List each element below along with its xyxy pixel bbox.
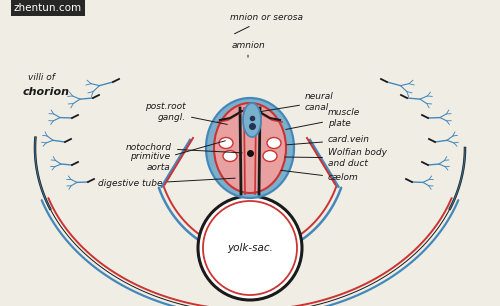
Ellipse shape — [206, 98, 294, 198]
Ellipse shape — [214, 103, 286, 193]
Text: neural
canal: neural canal — [260, 92, 334, 112]
Text: notochord: notochord — [126, 144, 242, 153]
Ellipse shape — [267, 137, 281, 148]
Text: chorion: chorion — [23, 87, 70, 97]
Text: primitive
aorta: primitive aorta — [130, 141, 226, 172]
Ellipse shape — [243, 103, 261, 137]
Text: yolk-sac.: yolk-sac. — [227, 243, 273, 253]
Text: cælom: cælom — [281, 170, 359, 182]
Circle shape — [198, 196, 302, 300]
Text: digestive tube: digestive tube — [98, 178, 235, 188]
Text: card.vein: card.vein — [287, 136, 370, 145]
Text: muscle
plate: muscle plate — [286, 108, 360, 129]
Text: villi of: villi of — [28, 73, 55, 83]
Text: mnion or serosa: mnion or serosa — [230, 13, 303, 34]
Ellipse shape — [219, 137, 233, 148]
Ellipse shape — [263, 151, 277, 162]
Text: post.root
gangl.: post.root gangl. — [146, 102, 228, 125]
Text: amnion: amnion — [231, 40, 265, 57]
Ellipse shape — [223, 151, 237, 162]
Text: zhentun.com: zhentun.com — [14, 3, 82, 13]
Text: Wolfian body
and duct: Wolfian body and duct — [285, 148, 387, 168]
